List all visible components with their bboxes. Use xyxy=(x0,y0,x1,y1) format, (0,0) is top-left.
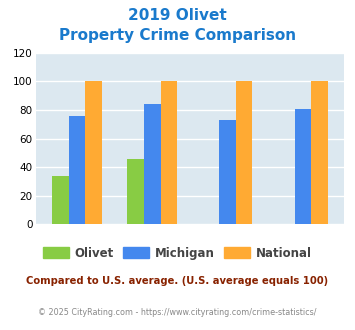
Bar xyxy=(127,159,144,224)
Bar xyxy=(52,176,69,224)
Bar xyxy=(69,116,85,224)
Legend: Olivet, Michigan, National: Olivet, Michigan, National xyxy=(38,242,317,264)
Bar xyxy=(311,82,328,224)
Text: Compared to U.S. average. (U.S. average equals 100): Compared to U.S. average. (U.S. average … xyxy=(26,276,329,285)
Text: © 2025 CityRating.com - https://www.cityrating.com/crime-statistics/: © 2025 CityRating.com - https://www.city… xyxy=(38,308,317,316)
Text: Property Crime Comparison: Property Crime Comparison xyxy=(59,28,296,43)
Bar xyxy=(219,120,236,224)
Text: 2019 Olivet: 2019 Olivet xyxy=(128,8,227,23)
Bar xyxy=(236,82,252,224)
Bar xyxy=(85,82,102,224)
Bar xyxy=(295,109,311,224)
Bar xyxy=(144,104,160,224)
Bar xyxy=(160,82,177,224)
